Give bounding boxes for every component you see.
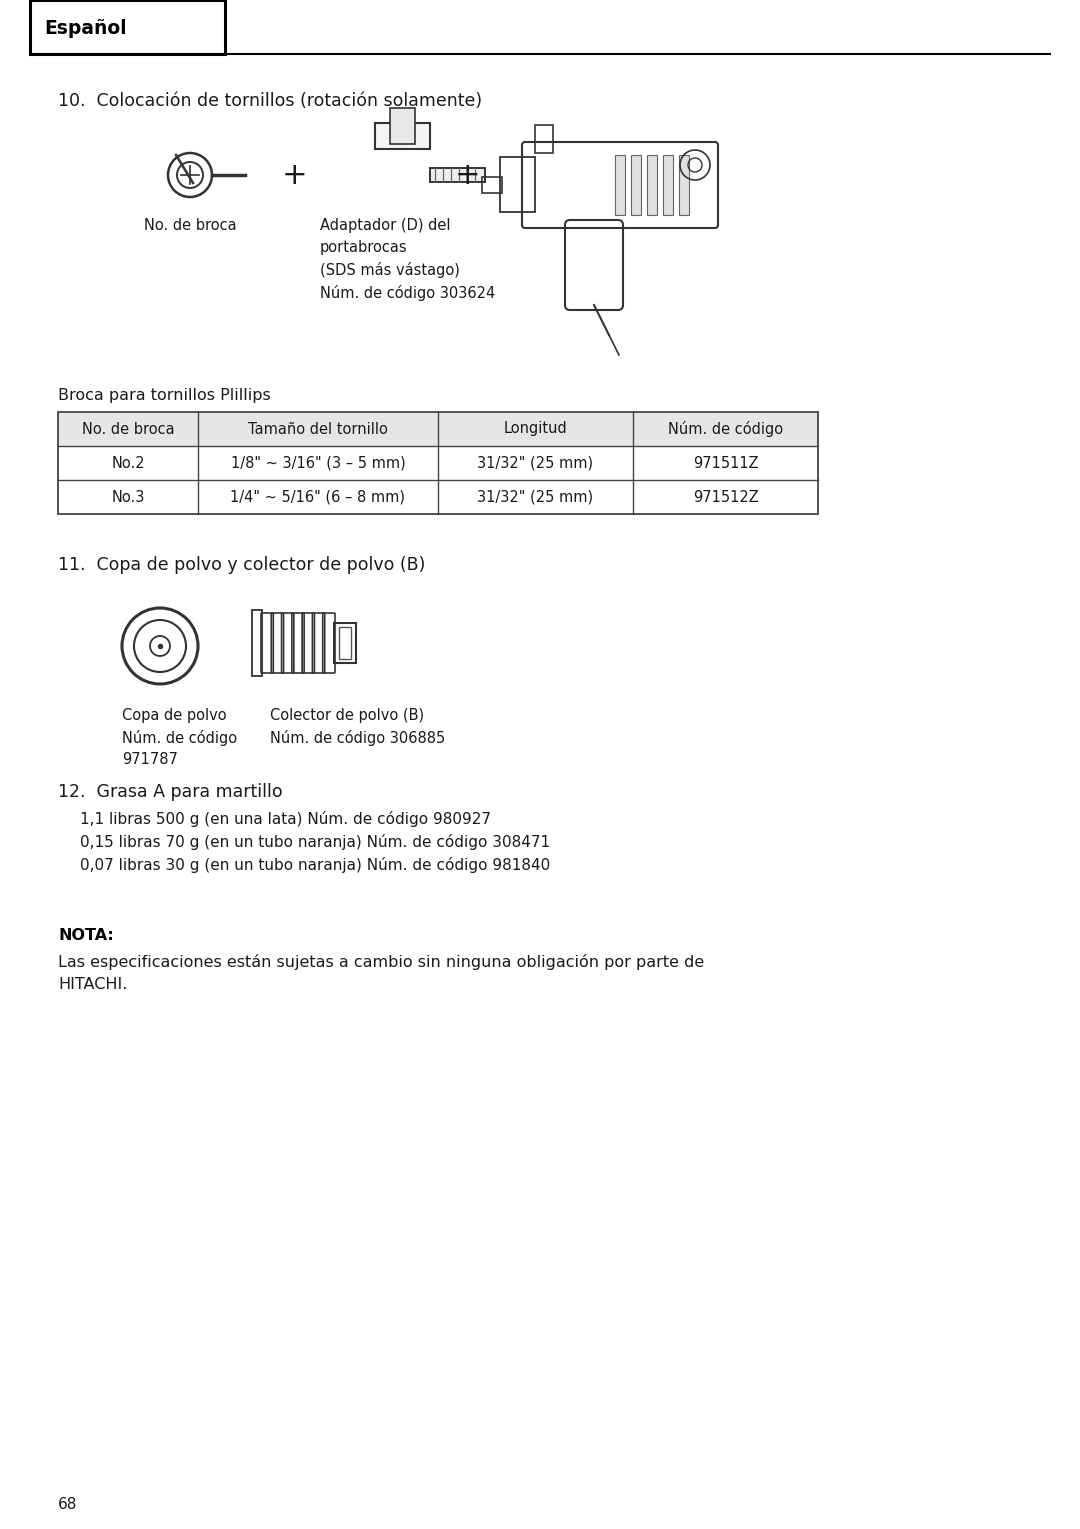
Bar — [375, 122, 430, 148]
Text: 12.  Grasa A para martillo: 12. Grasa A para martillo — [58, 783, 283, 801]
Text: 1/4" ~ 5/16" (6 – 8 mm): 1/4" ~ 5/16" (6 – 8 mm) — [230, 489, 405, 505]
Text: NOTA:: NOTA: — [58, 928, 113, 943]
Bar — [334, 622, 356, 664]
Text: 1/8" ~ 3/16" (3 – 5 mm): 1/8" ~ 3/16" (3 – 5 mm) — [231, 456, 405, 471]
Text: +: + — [455, 161, 481, 190]
Text: No.3: No.3 — [111, 489, 145, 505]
Bar — [615, 154, 625, 216]
Text: Adaptador (D) del
portabrocas
(SDS más vástago)
Núm. de código 303624: Adaptador (D) del portabrocas (SDS más v… — [320, 219, 496, 301]
Bar — [647, 154, 657, 216]
Bar — [631, 154, 642, 216]
Text: Colector de polvo (B)
Núm. de código 306885: Colector de polvo (B) Núm. de código 306… — [270, 708, 445, 746]
Text: Las especificaciones están sujetas a cambio sin ninguna obligación por parte de
: Las especificaciones están sujetas a cam… — [58, 954, 704, 992]
Bar — [30, 0, 225, 54]
Text: Broca para tornillos Plillips: Broca para tornillos Plillips — [58, 388, 271, 404]
Text: 31/32" (25 mm): 31/32" (25 mm) — [477, 456, 594, 471]
Text: 31/32" (25 mm): 31/32" (25 mm) — [477, 489, 594, 505]
Bar — [390, 109, 415, 144]
Text: 0,15 libras 70 g (en un tubo naranja) Núm. de código 308471: 0,15 libras 70 g (en un tubo naranja) Nú… — [80, 833, 550, 850]
Bar — [58, 411, 818, 514]
Text: No. de broca: No. de broca — [144, 219, 237, 232]
Bar — [430, 168, 485, 182]
Bar — [58, 411, 818, 446]
Text: Copa de polvo
Núm. de código
971787: Copa de polvo Núm. de código 971787 — [122, 708, 238, 766]
Text: 971512Z: 971512Z — [692, 489, 758, 505]
Bar — [252, 610, 262, 676]
Bar — [535, 125, 553, 153]
Bar — [482, 177, 502, 193]
Text: 68: 68 — [58, 1497, 78, 1512]
Bar — [679, 154, 689, 216]
Text: No.2: No.2 — [111, 456, 145, 471]
Text: 1,1 libras 500 g (en una lata) Núm. de código 980927: 1,1 libras 500 g (en una lata) Núm. de c… — [80, 810, 491, 827]
Text: Español: Español — [44, 18, 126, 38]
Text: Longitud: Longitud — [503, 422, 567, 436]
Text: 0,07 libras 30 g (en un tubo naranja) Núm. de código 981840: 0,07 libras 30 g (en un tubo naranja) Nú… — [80, 856, 550, 873]
Text: No. de broca: No. de broca — [82, 422, 174, 436]
Text: 971511Z: 971511Z — [692, 456, 758, 471]
Text: Tamaño del tornillo: Tamaño del tornillo — [248, 422, 388, 436]
Bar — [500, 157, 535, 213]
Text: +: + — [282, 161, 308, 190]
Bar — [339, 627, 351, 659]
Bar — [663, 154, 673, 216]
Text: 10.  Colocación de tornillos (rotación solamente): 10. Colocación de tornillos (rotación so… — [58, 92, 482, 110]
Text: Núm. de código: Núm. de código — [667, 420, 783, 437]
Text: 11.  Copa de polvo y colector de polvo (B): 11. Copa de polvo y colector de polvo (B… — [58, 557, 426, 573]
